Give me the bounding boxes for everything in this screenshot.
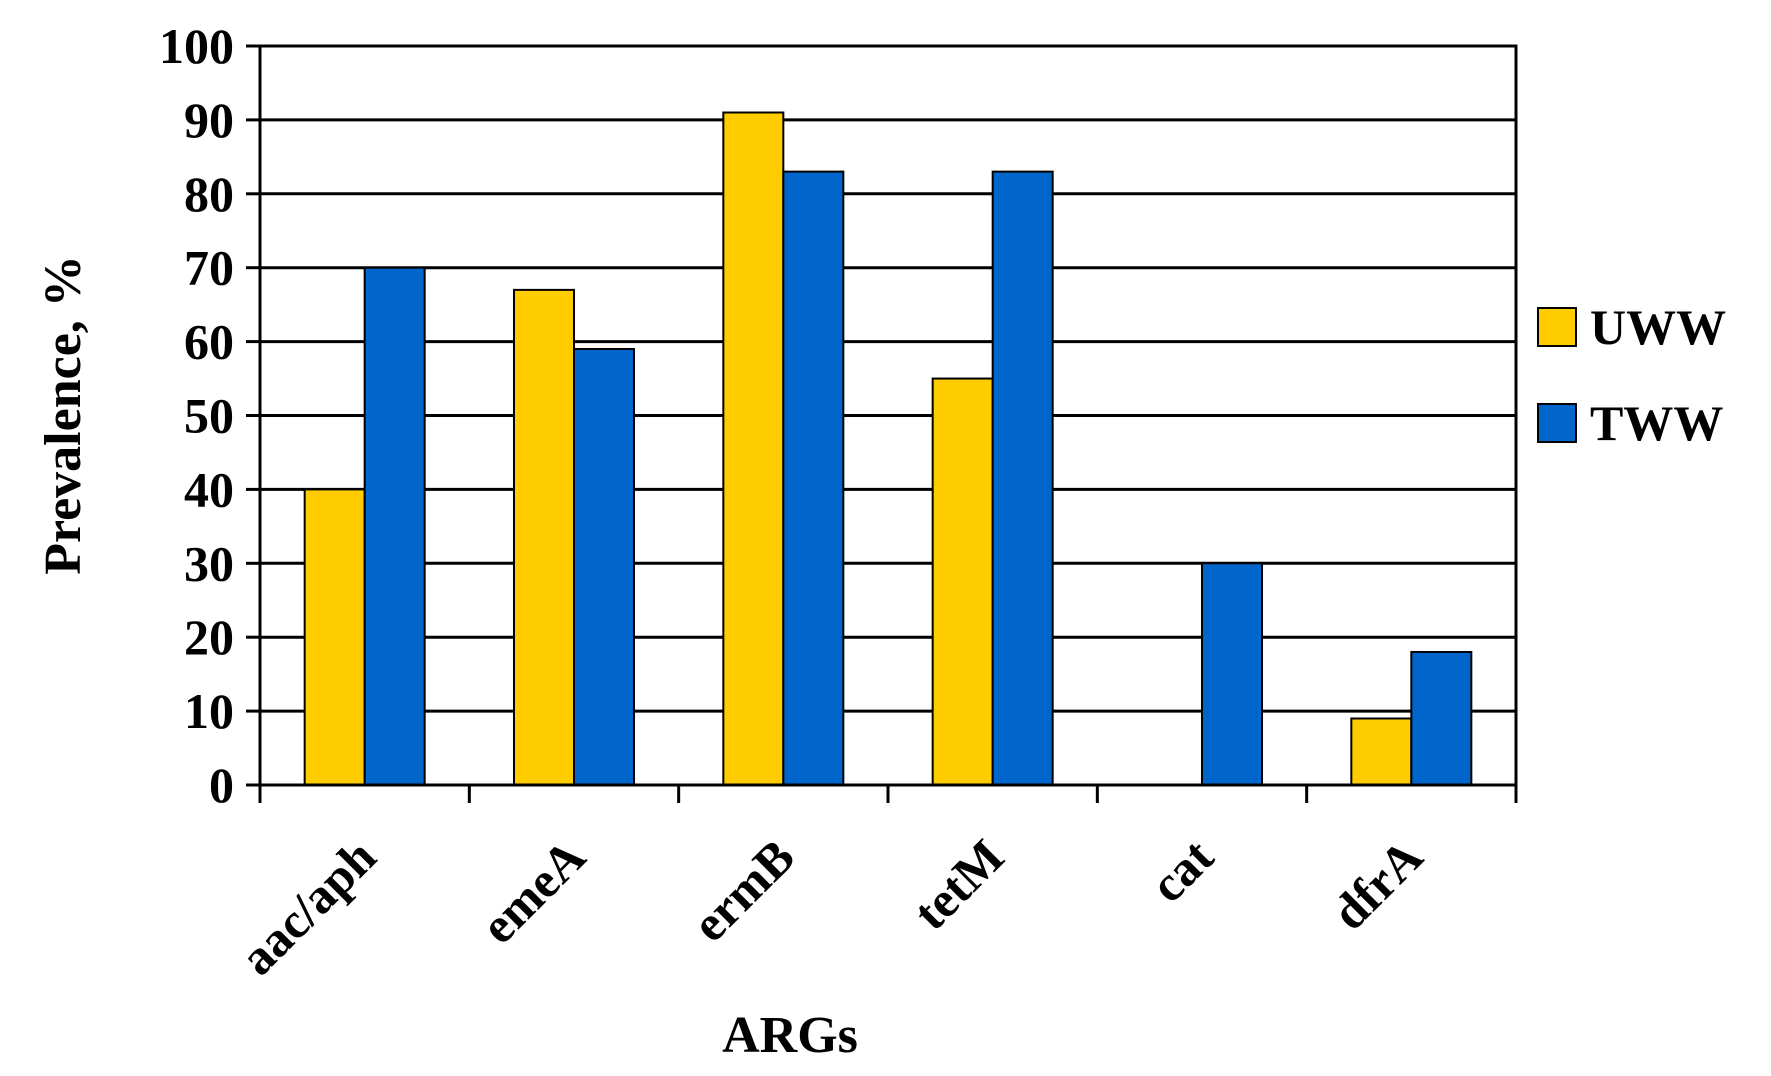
bar-tww-emea <box>573 347 635 786</box>
bar-tww-aacaph <box>363 266 426 786</box>
bar-uww-ermb <box>722 111 785 786</box>
y-tick-label: 10 <box>184 683 234 739</box>
y-tick-labels: 0 10 20 30 40 50 60 70 80 90 100 <box>159 18 234 813</box>
y-tick-label: 80 <box>184 166 234 222</box>
bar-tww-cat <box>1201 562 1263 786</box>
legend-swatch-tww <box>1537 403 1577 443</box>
x-axis-label: ARGs <box>722 1007 858 1064</box>
bar-tww-dfra <box>1410 650 1473 786</box>
y-tick-label: 40 <box>184 461 234 517</box>
bar-tww-ermb <box>782 170 845 786</box>
gridlines <box>246 44 1516 787</box>
y-tick-label: 100 <box>159 18 234 74</box>
bar-tww-tetm <box>991 170 1054 786</box>
legend-label-uww: UWW <box>1590 299 1726 355</box>
y-tick-label: 30 <box>184 535 234 591</box>
y-tick-label: 20 <box>184 609 234 665</box>
bar-uww-emea <box>513 288 575 786</box>
bar-uww-aacaph <box>303 488 366 786</box>
legend: UWW TWW <box>1537 299 1726 451</box>
legend-swatch-uww <box>1537 307 1577 347</box>
y-tick-label: 60 <box>184 314 234 370</box>
x-tick-label: ermB <box>681 828 805 952</box>
bar-uww-tetm <box>931 377 994 786</box>
x-tick-label: aac/aph <box>229 828 387 986</box>
bar-uww-dfra <box>1350 717 1413 786</box>
y-axis-label: Prevalence, % <box>35 255 92 575</box>
bars <box>303 111 1473 786</box>
y-tick-label: 90 <box>184 92 234 148</box>
y-tick-label: 70 <box>184 240 234 296</box>
x-tick-label: dfrA <box>1321 828 1433 940</box>
legend-label-tww: TWW <box>1590 395 1723 451</box>
x-tick-label: cat <box>1139 828 1224 913</box>
y-tick-label: 50 <box>184 388 234 444</box>
y-tick-label: 0 <box>209 757 234 813</box>
axes <box>258 783 1518 803</box>
x-tick-label: emeA <box>470 828 596 954</box>
x-tick-label: tetM <box>902 828 1014 940</box>
x-tick-labels: aac/aph emeA ermB tetM cat dfrA <box>229 828 1433 986</box>
